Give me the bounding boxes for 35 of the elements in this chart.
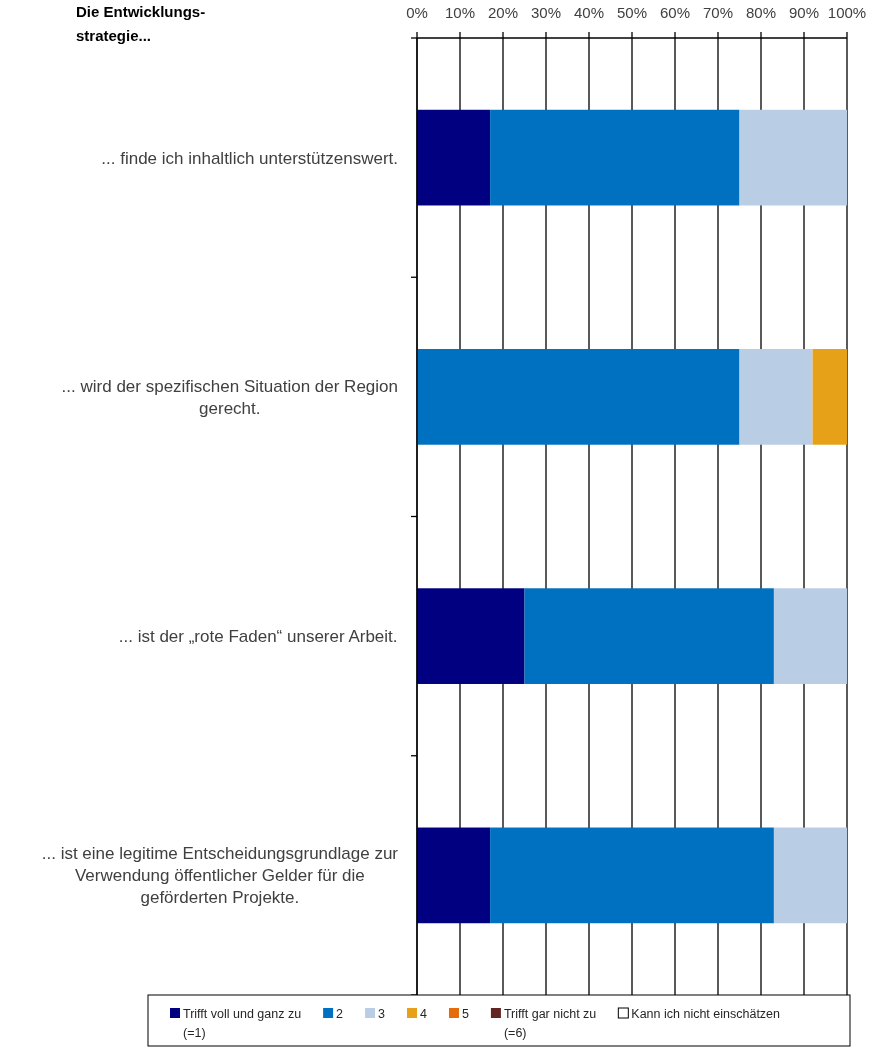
bar [773, 827, 847, 924]
y-tick-label: ... ist eine legitime Entscheidungsgrundlage zur Verwendung öffentlicher Gelder für die geförderten Projekte. [41, 844, 399, 908]
x-tick-label: 60% [659, 4, 691, 21]
legend-label: 3 [378, 1007, 386, 1021]
bar [812, 349, 847, 445]
bar [773, 588, 847, 684]
y-tick-label: ... finde ich inhaltlich unterstützenswert. [101, 148, 398, 168]
bar [739, 109, 847, 206]
bar [524, 588, 774, 684]
y-tick-label: ... wird der spezifischen Situation der Region gerecht. [61, 376, 398, 418]
y-axis-title: Die Entwicklungs-strategie... [76, 3, 206, 44]
x-tick-label: 30% [530, 4, 562, 21]
x-tick-label: 50% [616, 4, 648, 21]
bar [417, 827, 491, 924]
x-tick-label: 100% [827, 4, 867, 21]
x-tick-label: 40% [573, 4, 605, 21]
bar [417, 349, 740, 445]
bar [490, 827, 774, 924]
x-tick-label: 90% [788, 4, 820, 21]
legend-label: 5 [461, 1007, 469, 1021]
bar [490, 109, 740, 206]
legend-label: Kann ich nicht einschätzen [631, 1007, 781, 1021]
legend-label: 2 [336, 1007, 344, 1021]
x-tick-label: 70% [702, 4, 734, 21]
x-tick-label: 10% [444, 4, 476, 21]
x-tick-label: 0% [406, 4, 428, 21]
bar [417, 109, 491, 206]
y-tick-label: ... ist der „rote Faden“ unserer Arbeit. [118, 627, 398, 647]
x-tick-label: 20% [487, 4, 519, 21]
legend-label: 4 [420, 1007, 428, 1021]
legend-label: Trifft voll und ganz zu (=1) [183, 1007, 302, 1040]
bar [417, 588, 525, 684]
bar [739, 349, 813, 445]
legend-label: Trifft gar nicht zu (=6) [503, 1007, 597, 1040]
x-tick-label: 80% [745, 4, 777, 21]
